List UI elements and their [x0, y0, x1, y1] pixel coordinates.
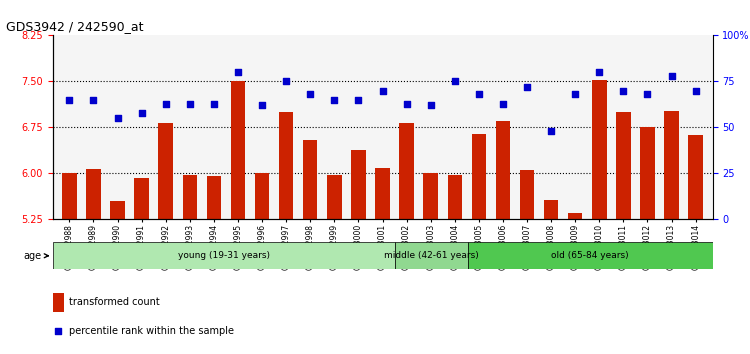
- Text: middle (42-61 years): middle (42-61 years): [384, 251, 478, 260]
- Text: percentile rank within the sample: percentile rank within the sample: [69, 326, 234, 336]
- Bar: [664, 111, 679, 354]
- Bar: [158, 122, 173, 354]
- Point: [448, 79, 460, 84]
- Bar: [207, 176, 221, 354]
- Point: [328, 97, 340, 103]
- Point: [88, 97, 100, 103]
- Point: [569, 91, 581, 97]
- Text: age: age: [23, 251, 48, 261]
- Bar: [110, 201, 125, 354]
- Bar: [231, 81, 245, 354]
- Text: GDS3942 / 242590_at: GDS3942 / 242590_at: [6, 20, 144, 33]
- Bar: [62, 173, 76, 354]
- Point: [160, 101, 172, 106]
- Point: [352, 97, 364, 103]
- Bar: [472, 133, 486, 354]
- Bar: [375, 168, 390, 354]
- Bar: [448, 175, 462, 354]
- Point: [112, 115, 124, 121]
- Bar: [568, 213, 583, 354]
- Point: [497, 101, 509, 106]
- Bar: [496, 121, 510, 354]
- Bar: [351, 150, 366, 354]
- Point: [184, 101, 196, 106]
- Point: [256, 103, 268, 108]
- Point: [208, 101, 220, 106]
- Point: [400, 101, 412, 106]
- Bar: [399, 123, 414, 354]
- Bar: [255, 173, 269, 354]
- Bar: [327, 175, 341, 354]
- Point: [136, 110, 148, 115]
- Text: transformed count: transformed count: [69, 297, 160, 307]
- Point: [472, 91, 484, 97]
- FancyBboxPatch shape: [394, 242, 468, 269]
- Point: [545, 128, 557, 134]
- Bar: [53, 293, 64, 312]
- Text: old (65-84 years): old (65-84 years): [551, 251, 629, 260]
- Point: [430, 167, 442, 173]
- Point: [376, 88, 388, 93]
- FancyBboxPatch shape: [468, 242, 712, 269]
- Point: [304, 91, 316, 97]
- FancyBboxPatch shape: [53, 242, 394, 269]
- Point: [665, 73, 677, 79]
- Bar: [544, 200, 558, 354]
- Bar: [86, 169, 100, 354]
- Point: [424, 103, 436, 108]
- Bar: [592, 80, 607, 354]
- Bar: [182, 175, 197, 354]
- Bar: [520, 170, 534, 354]
- Text: young (19-31 years): young (19-31 years): [178, 251, 269, 260]
- Point: [232, 69, 244, 75]
- Point: [641, 91, 653, 97]
- Bar: [616, 112, 631, 354]
- Point: [63, 97, 75, 103]
- Point: [617, 88, 629, 93]
- Point: [521, 84, 533, 90]
- Point: [280, 79, 292, 84]
- Bar: [279, 112, 293, 354]
- Point: [690, 88, 702, 93]
- Bar: [303, 140, 317, 354]
- Bar: [640, 127, 655, 354]
- Bar: [424, 173, 438, 354]
- Point: [593, 69, 605, 75]
- Bar: [134, 178, 148, 354]
- Bar: [688, 135, 703, 354]
